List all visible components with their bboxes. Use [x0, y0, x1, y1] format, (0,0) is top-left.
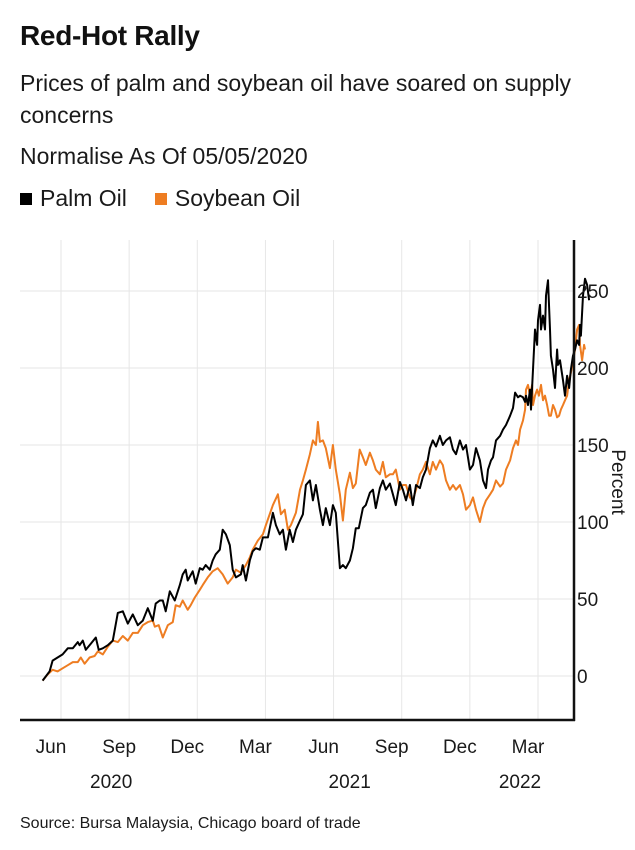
- x-tick-label: Sep: [375, 737, 409, 758]
- series-lines: [41, 277, 591, 682]
- axes: [20, 240, 576, 722]
- y-tick-label: 150: [577, 436, 609, 457]
- y-tick-label: 250: [577, 282, 609, 303]
- legend: Palm Oil Soybean Oil: [20, 185, 328, 212]
- x-tick-label: Mar: [239, 737, 272, 758]
- series-line-soybean-oil: [41, 323, 586, 682]
- x-tick-label: Jun: [36, 737, 67, 758]
- y-tick-labels: 0 50 100 150 200 250: [577, 282, 609, 688]
- legend-swatch-palm-oil: [20, 192, 32, 205]
- x-tick-label: Dec: [443, 737, 477, 758]
- normalisation-note: Normalise As Of 05/05/2020: [20, 143, 308, 169]
- y-tick-label: 100: [577, 513, 609, 534]
- x-tick-label: Dec: [170, 737, 204, 758]
- x-year-label: 2022: [499, 772, 541, 793]
- y-tick-label: 50: [577, 590, 598, 611]
- y-axis-label: Percent: [607, 449, 628, 515]
- y-tick-label: 200: [577, 359, 609, 380]
- legend-item-soybean-oil: Soybean Oil: [154, 185, 301, 212]
- x-year-label: 2021: [329, 772, 371, 793]
- x-year-label: 2020: [90, 772, 132, 793]
- legend-item-palm-oil: Palm Oil: [20, 185, 127, 212]
- x-tick-label: Sep: [102, 737, 136, 758]
- y-tick-label: 0: [577, 667, 588, 688]
- legend-label-palm-oil: Palm Oil: [40, 185, 127, 211]
- source-note: Source: Bursa Malaysia, Chicago board of…: [20, 815, 361, 832]
- chart-title: Red-Hot Rally: [20, 20, 200, 51]
- x-tick-label: Jun: [308, 737, 339, 758]
- series-line-palm-oil: [41, 277, 591, 682]
- gridlines: [20, 240, 574, 720]
- legend-label-soybean-oil: Soybean Oil: [174, 185, 301, 211]
- x-tick-label: Mar: [512, 737, 545, 758]
- chart-subtitle: Prices of palm and soybean oil have soar…: [20, 70, 572, 128]
- legend-swatch-soybean-oil: [154, 192, 167, 205]
- x-tick-labels: Jun Sep Dec Mar Jun Sep Dec Mar 2020 2021 2022: [36, 737, 545, 793]
